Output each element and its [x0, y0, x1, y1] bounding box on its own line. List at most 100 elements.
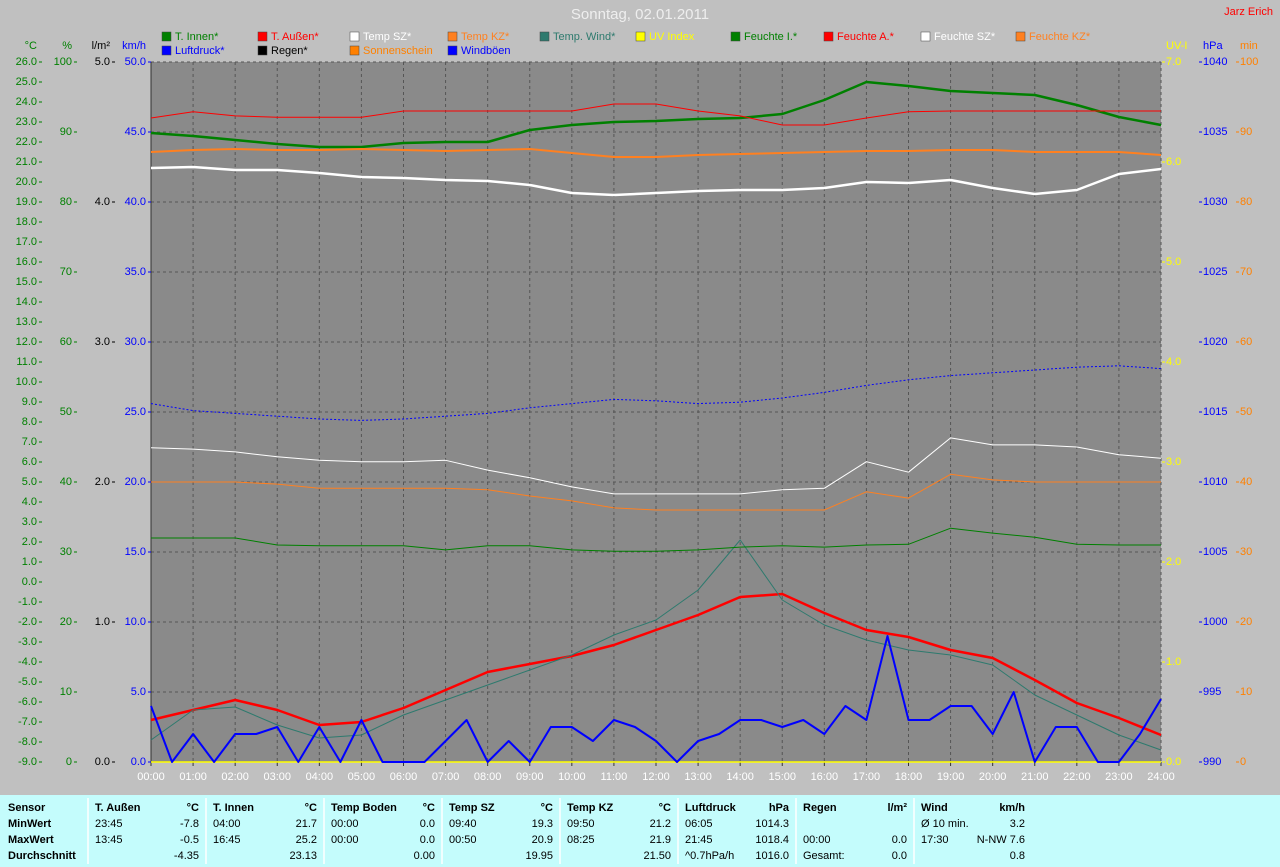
stats-cell: 00:00: [331, 834, 359, 846]
legend-label: Feuchte I.*: [744, 31, 798, 43]
legend-marker: [447, 31, 458, 42]
legend-marker: [257, 31, 268, 42]
author: Jarz Erich: [1224, 6, 1273, 18]
stats-header: Regen: [803, 802, 837, 814]
legend-marker: [257, 45, 268, 56]
y-tick-label: -2.0: [18, 616, 37, 628]
stats-cell: 08:25: [567, 834, 595, 846]
y-tick-label: 3.0: [95, 336, 110, 348]
stats-cell: 16:45: [213, 834, 241, 846]
stats-cell: 21.7: [296, 818, 317, 830]
stats-cell: 0.00: [414, 850, 435, 862]
y-tick-label: 1010: [1203, 476, 1227, 488]
stats-cell: ^0.7hPa/h: [685, 850, 734, 862]
y-tick-label: 35.0: [125, 266, 146, 278]
x-tick-label: 13:00: [684, 771, 712, 783]
y-tick-label: 22.0: [16, 136, 37, 148]
stats-row-label: MaxWert: [8, 834, 54, 846]
y-tick-label: 1.0: [1166, 656, 1181, 668]
x-tick-label: 01:00: [179, 771, 207, 783]
x-tick-label: 23:00: [1105, 771, 1133, 783]
stats-cell: 21.2: [650, 818, 671, 830]
x-tick-label: 08:00: [474, 771, 502, 783]
y-tick-label: 1035: [1203, 126, 1227, 138]
y-tick-label: 1040: [1203, 56, 1227, 68]
stats-unit: °C: [541, 802, 553, 814]
y-tick-label: 30: [1240, 546, 1252, 558]
stats-cell: 19.3: [532, 818, 553, 830]
series-line: [150, 592, 1162, 737]
axis-unit: %: [62, 40, 72, 52]
x-tick-label: 17:00: [853, 771, 881, 783]
legend-marker: [920, 31, 931, 42]
stats-header: T. Außen: [95, 802, 141, 814]
chart-title: Sonntag, 02.01.2011: [571, 6, 709, 23]
stats-cell: 23.13: [289, 850, 317, 862]
x-tick-label: 16:00: [811, 771, 839, 783]
legend-marker: [1015, 31, 1026, 42]
y-tick-label: 90: [1240, 126, 1252, 138]
y-tick-label: 4.0: [22, 496, 37, 508]
axis-unit: min: [1240, 40, 1258, 52]
y-tick-label: 100: [1240, 56, 1258, 68]
y-tick-label: 10: [60, 686, 72, 698]
y-tick-label: 0: [66, 756, 72, 768]
y-tick-label: 14.0: [16, 296, 37, 308]
y-tick-label: 45.0: [125, 126, 146, 138]
stats-panel: [0, 795, 1280, 867]
stats-cell: 19.95: [525, 850, 553, 862]
x-tick-label: 22:00: [1063, 771, 1091, 783]
y-tick-label: 13.0: [16, 316, 37, 328]
stats-unit: °C: [187, 802, 199, 814]
x-tick-label: 18:00: [895, 771, 923, 783]
y-tick-label: 12.0: [16, 336, 37, 348]
y-tick-label: 1005: [1203, 546, 1227, 558]
stats-cell: 06:05: [685, 818, 713, 830]
x-tick-label: 04:00: [306, 771, 334, 783]
y-tick-label: 2.0: [1166, 556, 1181, 568]
y-tick-label: 50: [60, 406, 72, 418]
legend-label: Temp. Wind*: [553, 31, 616, 43]
y-tick-label: 20.0: [16, 176, 37, 188]
y-tick-label: 0.0: [131, 756, 146, 768]
y-tick-label: 6.0: [1166, 156, 1181, 168]
y-tick-label: -3.0: [18, 636, 37, 648]
legend-marker: [161, 45, 172, 56]
stats-cell: 0.0: [892, 834, 907, 846]
y-tick-label: 1015: [1203, 406, 1227, 418]
y-tick-label: 60: [1240, 336, 1252, 348]
y-tick-label: 0: [1240, 756, 1246, 768]
stats-row-label: MinWert: [8, 818, 52, 830]
x-tick-label: 12:00: [642, 771, 670, 783]
series-line: [151, 527, 1161, 552]
series-line: [150, 365, 1162, 421]
y-tick-label: 100: [54, 56, 72, 68]
y-tick-label: 24.0: [16, 96, 37, 108]
stats-cell: 0.0: [892, 850, 907, 862]
series-line: [150, 437, 1162, 495]
y-tick-label: 9.0: [22, 396, 37, 408]
stats-cell: 3.2: [1010, 818, 1025, 830]
axis-unit: UV-I: [1166, 40, 1187, 52]
x-tick-label: 05:00: [348, 771, 376, 783]
stats-cell: -7.8: [180, 818, 199, 830]
y-tick-label: 20: [1240, 616, 1252, 628]
x-tick-label: 03:00: [263, 771, 291, 783]
stats-cell: -0.5: [180, 834, 199, 846]
legend-label: Luftdruck*: [175, 45, 225, 57]
x-tick-label: 11:00: [601, 771, 628, 783]
stats-row-label: Sensor: [8, 802, 46, 814]
y-tick-label: 1020: [1203, 336, 1227, 348]
stats-header: Temp KZ: [567, 802, 614, 814]
y-tick-label: 20.0: [125, 476, 146, 488]
stats-row-label: Durchschnitt: [8, 850, 76, 862]
y-tick-label: 40: [60, 476, 72, 488]
stats-cell: 25.2: [296, 834, 317, 846]
stats-cell: Ø 10 min.: [921, 818, 969, 830]
y-tick-label: 4.0: [1166, 356, 1181, 368]
x-tick-label: 20:00: [979, 771, 1007, 783]
y-tick-label: 1025: [1203, 266, 1227, 278]
y-tick-label: 1.0: [22, 556, 37, 568]
y-tick-label: -6.0: [18, 696, 37, 708]
